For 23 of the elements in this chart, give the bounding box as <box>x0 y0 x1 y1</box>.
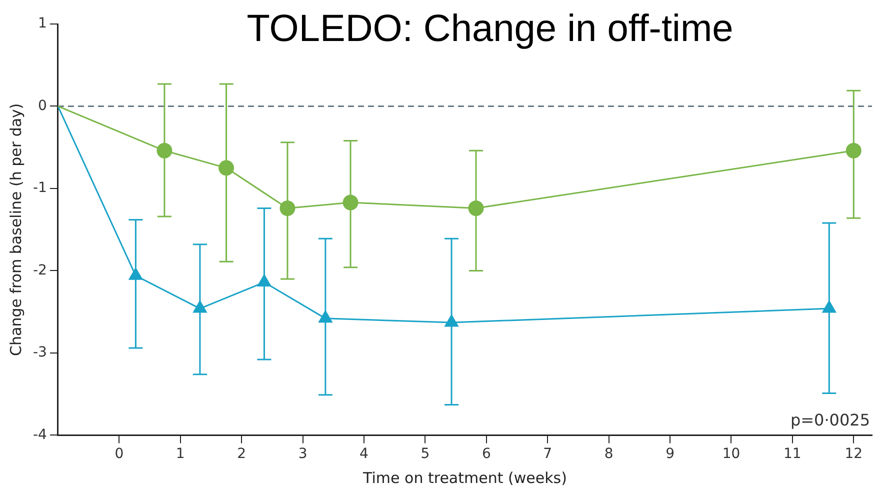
x-tick-label: 9 <box>666 446 674 462</box>
y-tick-label: -3 <box>32 344 47 361</box>
annotation: p=0·0025 <box>790 410 870 430</box>
y-tick-label: 1 <box>38 16 47 32</box>
x-tick-label: 0 <box>114 446 124 462</box>
x-tick-label: 11 <box>784 446 802 462</box>
x-axis-title: Time on treatment (weeks) <box>362 468 567 487</box>
x-tick-label: 7 <box>543 446 552 462</box>
chart-title: TOLEDO: Change in off-time <box>246 8 734 51</box>
y-tick-label: -1 <box>32 180 47 196</box>
x-tick-label: 10 <box>722 446 740 462</box>
y-tick-label: -4 <box>32 426 48 443</box>
y-axis-title: Change from baseline (h per day) <box>6 103 25 356</box>
x-tick-label: 1 <box>176 446 185 462</box>
x-tick-label: 2 <box>237 446 246 462</box>
y-tick-label: 0 <box>38 98 47 114</box>
y-tick-label: -2 <box>32 262 47 278</box>
x-tick-label: 12 <box>844 446 863 462</box>
x-tick-label: 3 <box>298 446 308 462</box>
x-tick-label: 4 <box>360 446 369 462</box>
x-tick-label: 6 <box>482 446 491 462</box>
x-tick-label: 8 <box>604 446 614 462</box>
x-tick-label: 5 <box>420 446 430 462</box>
